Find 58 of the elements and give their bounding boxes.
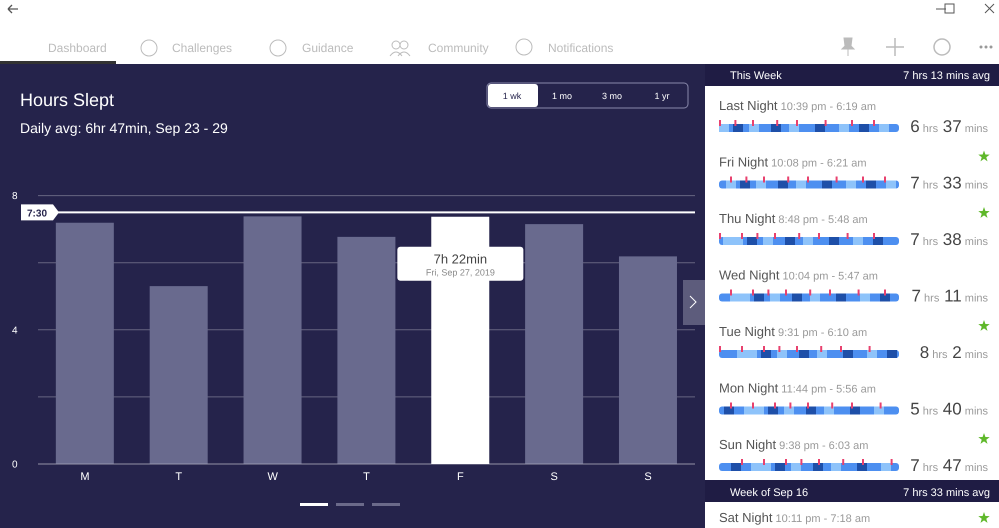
text: 1 yr bbox=[654, 91, 670, 101]
text: 7 hrs 47 mins bbox=[910, 456, 988, 475]
text: 7 hrs 38 mins bbox=[910, 230, 988, 249]
text: Thu Night bbox=[719, 211, 776, 226]
text: Notifications bbox=[548, 41, 614, 55]
x-tick-label: W bbox=[267, 470, 278, 483]
text: Sat Night bbox=[719, 510, 773, 525]
y-tick-label: 0 bbox=[12, 460, 18, 471]
text: 1 wk bbox=[502, 91, 522, 101]
text: 9:38 pm - 6:03 am bbox=[776, 440, 868, 452]
text: Community bbox=[428, 41, 489, 55]
bar bbox=[337, 236, 396, 464]
tooltip-box: 7h 22min Fri, Sep 27, 2019 bbox=[397, 246, 524, 281]
text: Last Night bbox=[719, 98, 778, 113]
text: 11:44 pm - 5:56 am bbox=[778, 384, 876, 396]
x-tick-label: M bbox=[80, 470, 90, 483]
text: Sun Night bbox=[719, 437, 776, 452]
text: Week of Sep 16 bbox=[730, 487, 808, 499]
x-tick-label: T bbox=[363, 470, 370, 483]
x-tick-label: F bbox=[456, 470, 464, 483]
text: Wed Night bbox=[719, 268, 780, 282]
text: 3 mo bbox=[602, 91, 622, 101]
y-tick-label: 4 bbox=[12, 325, 18, 336]
text: Dashboard bbox=[48, 41, 107, 55]
text: 10:39 pm - 6:19 am bbox=[778, 101, 876, 113]
text: 7 hrs 33 mins bbox=[910, 174, 988, 192]
text: Challenges bbox=[172, 41, 232, 55]
x-tick-label: S bbox=[550, 470, 558, 483]
x-tick-label: S bbox=[644, 470, 652, 483]
text: Tue Night bbox=[719, 324, 776, 339]
text: Fri Night bbox=[719, 154, 769, 170]
text: Mon Night bbox=[719, 380, 779, 396]
y-tick-label: 8 bbox=[12, 191, 18, 202]
annotation: 7h 22min bbox=[434, 252, 488, 267]
chart-title: Hours Slept bbox=[20, 90, 114, 110]
text: Guidance bbox=[302, 41, 354, 55]
chart-subtitle: Daily avg: 6hr 47min, Sep 23 - 29 bbox=[20, 120, 228, 136]
text: 7 hrs 13 mins avg bbox=[903, 70, 990, 82]
annotation: Fri, Sep 27, 2019 bbox=[426, 268, 495, 278]
text: 5 hrs 40 mins bbox=[910, 400, 988, 418]
bar bbox=[525, 224, 584, 464]
text: 9:31 pm - 6:10 am bbox=[774, 327, 868, 339]
text: 10:11 pm - 7:18 am bbox=[772, 513, 870, 525]
text: This Week bbox=[730, 70, 782, 82]
text: 8 hrs 2 mins bbox=[920, 343, 988, 362]
ref-line-label: 7:30 bbox=[26, 208, 48, 220]
text: 8:48 pm - 5:48 am bbox=[775, 214, 868, 226]
x-tick-label: T bbox=[175, 470, 182, 483]
text: 6 hrs 37 mins bbox=[910, 117, 988, 136]
text: 1 mo bbox=[552, 91, 572, 101]
bar bbox=[618, 256, 677, 464]
text: 10:08 pm - 6:21 am bbox=[768, 158, 867, 170]
text: 7 hrs 11 mins bbox=[912, 286, 988, 306]
bar bbox=[244, 216, 302, 464]
bar bbox=[150, 286, 208, 464]
text: 7 hrs 33 mins avg bbox=[903, 487, 990, 499]
bar bbox=[56, 222, 114, 464]
text: 10:04 pm - 5:47 am bbox=[779, 270, 878, 282]
